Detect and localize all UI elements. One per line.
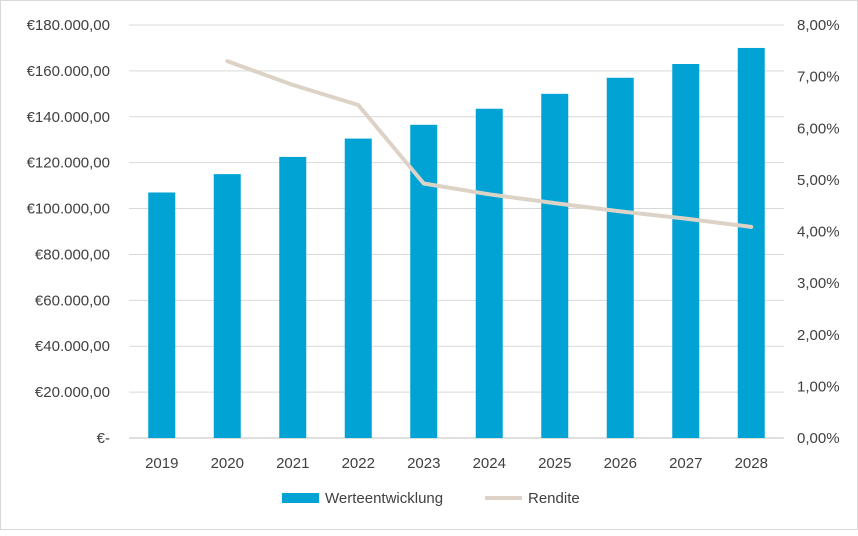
right-tick-label: 5,00% bbox=[797, 172, 840, 189]
left-y-axis: €- €20.000,00 €40.000,00 €60.000,00 €80.000,… bbox=[27, 17, 110, 447]
bar-2021 bbox=[279, 157, 306, 438]
left-tick-label: €40.000,00 bbox=[35, 338, 110, 355]
x-tick-label: 2019 bbox=[145, 455, 178, 472]
left-tick-label: €20.000,00 bbox=[35, 384, 110, 401]
x-tick-label: 2025 bbox=[538, 455, 571, 472]
left-tick-label: €80.000,00 bbox=[35, 246, 110, 263]
x-tick-label: 2022 bbox=[342, 455, 375, 472]
left-tick-label: €100.000,00 bbox=[27, 201, 110, 218]
right-tick-label: 3,00% bbox=[797, 275, 840, 292]
x-tick-label: 2024 bbox=[473, 455, 506, 472]
left-tick-label: €60.000,00 bbox=[35, 292, 110, 309]
legend: Werteentwicklung Rendite bbox=[282, 490, 580, 507]
x-tick-label: 2021 bbox=[276, 455, 309, 472]
bar-2024 bbox=[476, 109, 503, 438]
right-tick-label: 7,00% bbox=[797, 69, 840, 86]
right-tick-label: 6,00% bbox=[797, 120, 840, 137]
x-tick-label: 2020 bbox=[211, 455, 244, 472]
bar-2020 bbox=[214, 174, 241, 438]
legend-label-rendite: Rendite bbox=[528, 490, 580, 507]
bar-2027 bbox=[672, 64, 699, 438]
x-tick-label: 2028 bbox=[735, 455, 768, 472]
right-tick-label: 8,00% bbox=[797, 17, 840, 34]
left-tick-label: €140.000,00 bbox=[27, 109, 110, 126]
left-tick-label: €160.000,00 bbox=[27, 63, 110, 80]
x-tick-label: 2026 bbox=[604, 455, 637, 472]
x-tick-label: 2023 bbox=[407, 455, 440, 472]
bar-2022 bbox=[345, 139, 372, 438]
right-tick-label: 0,00% bbox=[797, 430, 840, 447]
bar-2025 bbox=[541, 94, 568, 438]
bar-2028 bbox=[738, 48, 765, 438]
bar-2026 bbox=[607, 78, 634, 438]
bar-series-werteentwicklung bbox=[148, 48, 765, 438]
right-tick-label: 4,00% bbox=[797, 224, 840, 241]
right-tick-label: 1,00% bbox=[797, 378, 840, 395]
right-y-axis: 0,00% 1,00% 2,00% 3,00% 4,00% 5,00% 6,00% 7,00%… bbox=[797, 17, 840, 447]
left-tick-label: €- bbox=[97, 430, 110, 447]
bar-2019 bbox=[148, 192, 175, 438]
left-tick-label: €180.000,00 bbox=[27, 17, 110, 34]
x-axis: 2019 2020 2021 2022 2023 2024 2025 2026 2027 2028 bbox=[145, 455, 768, 472]
legend-swatch-werteentwicklung bbox=[282, 493, 319, 503]
x-tick-label: 2027 bbox=[669, 455, 702, 472]
right-tick-label: 2,00% bbox=[797, 327, 840, 344]
left-tick-label: €120.000,00 bbox=[27, 155, 110, 172]
legend-label-werteentwicklung: Werteentwicklung bbox=[325, 490, 443, 507]
